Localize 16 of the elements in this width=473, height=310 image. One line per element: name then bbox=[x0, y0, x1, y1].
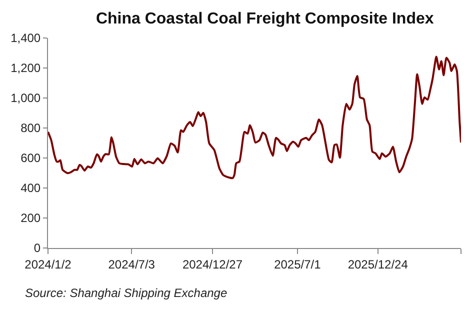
y-tick-label: 200 bbox=[20, 211, 41, 226]
source-note: Source: Shanghai Shipping Exchange bbox=[25, 286, 228, 300]
x-tick-label: 2025/7/1 bbox=[274, 257, 322, 272]
x-tick-label: 2024/7/3 bbox=[108, 257, 156, 272]
y-tick-label: 800 bbox=[20, 121, 41, 136]
y-tick-label: 1,400 bbox=[10, 31, 41, 46]
x-tick-label: 2024/12/27 bbox=[182, 257, 243, 272]
x-tick-label: 2024/1/2 bbox=[24, 257, 72, 272]
y-tick-label: 400 bbox=[20, 181, 41, 196]
y-tick-label: 1,200 bbox=[10, 61, 41, 76]
chart-title: China Coastal Coal Freight Composite Index bbox=[96, 10, 434, 28]
y-tick-label: 0 bbox=[34, 241, 41, 256]
y-tick-label: 1,000 bbox=[10, 91, 41, 106]
y-tick-label: 600 bbox=[20, 151, 41, 166]
line-series bbox=[48, 56, 461, 180]
x-tick-label: 2025/12/24 bbox=[348, 257, 408, 272]
